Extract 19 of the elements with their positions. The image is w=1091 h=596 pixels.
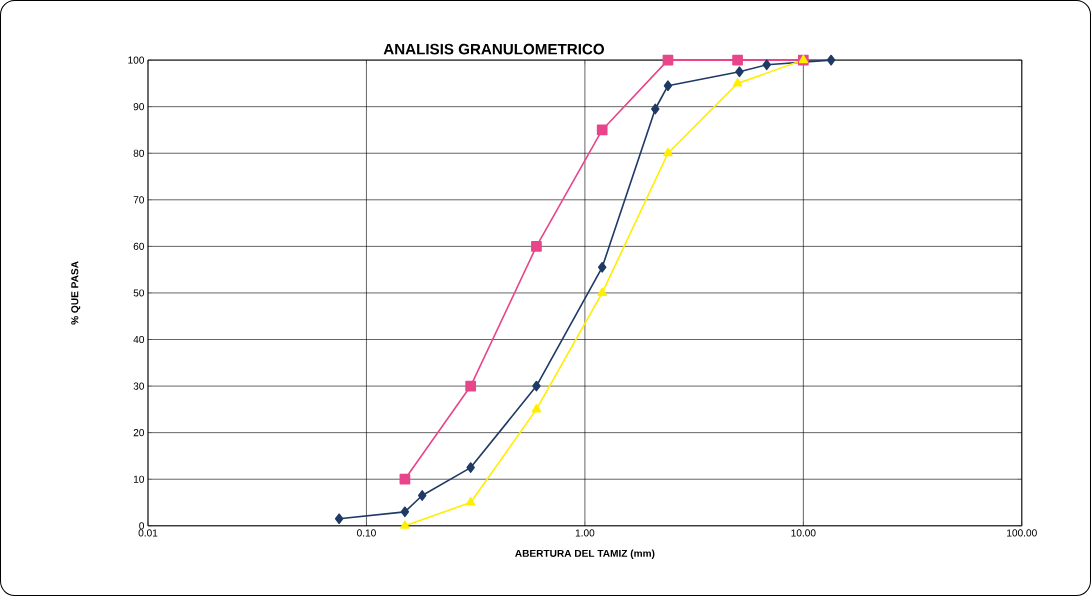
y-tick-label: 30 (133, 382, 145, 390)
x-axis-title: ABERTURA DEL TAMIZ (mm) (515, 549, 655, 559)
x-tick-label: 0.10 (357, 529, 376, 537)
x-tick-label: 100.00 (1007, 529, 1037, 537)
y-tick-label: 70 (133, 196, 145, 204)
y-tick-label: 0 (139, 522, 145, 530)
x-tick-label: 10.00 (791, 529, 816, 537)
y-tick-label: 80 (133, 149, 145, 157)
y-tick-label: 40 (133, 335, 145, 344)
x-tick-label: 0.01 (138, 529, 158, 537)
y-tick-label: 90 (133, 103, 145, 111)
chart-title: ANALISIS GRANULOMETRICO (383, 43, 605, 55)
y-tick-label: 10 (133, 475, 145, 483)
x-tick-label: 1.00 (575, 529, 595, 537)
y-tick-label: 50 (133, 289, 145, 297)
y-tick-label: 100 (128, 56, 145, 64)
y-tick-label: 20 (133, 429, 145, 437)
y-tick-label: 60 (133, 242, 145, 250)
y-axis-title: % QUE PASA (71, 261, 81, 325)
